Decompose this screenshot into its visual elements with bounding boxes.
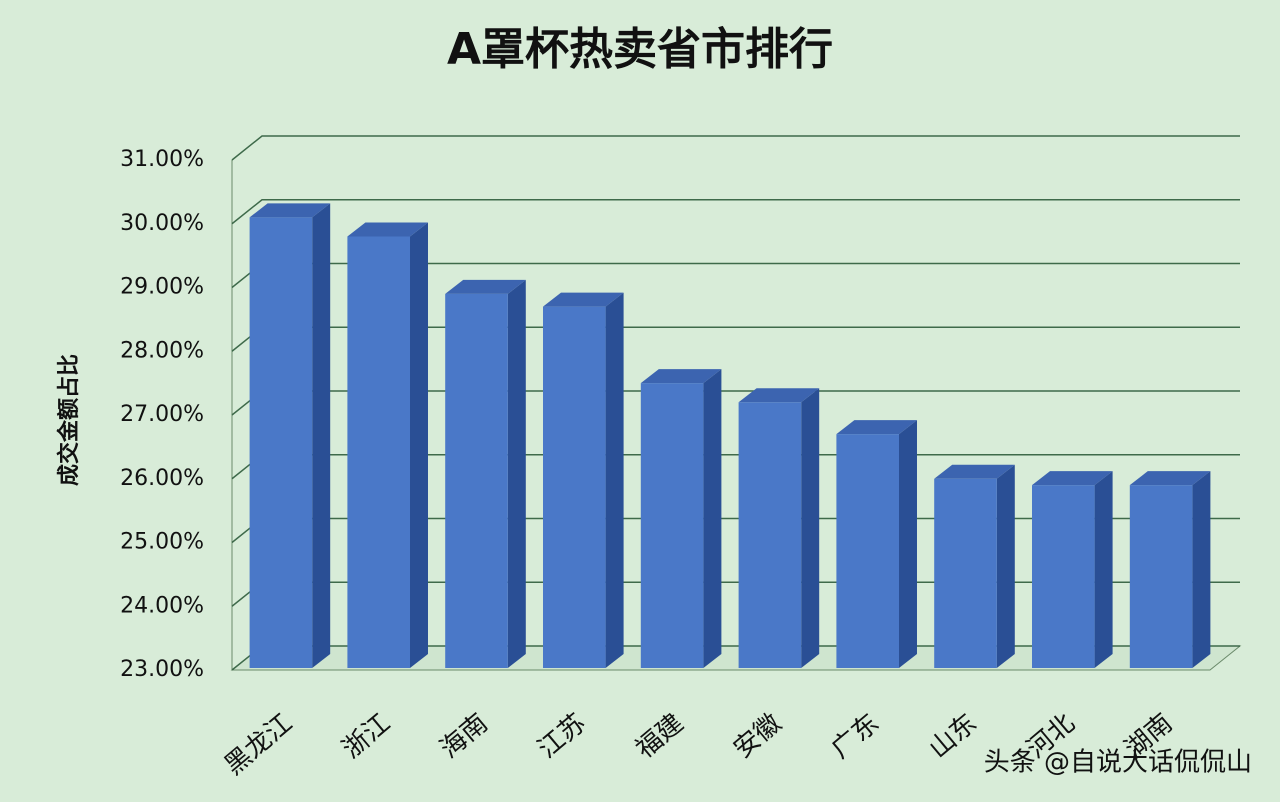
bar-side [996,464,1015,668]
bar-top [836,420,917,435]
y-tick-label: 23.00% [120,657,204,682]
chart-title: A罩杯热卖省市排行 [447,24,833,75]
y-tick-label: 27.00% [120,402,204,427]
bar-side [312,203,331,668]
bar-top [934,464,1015,479]
bar-top [1129,471,1211,486]
bar-top [543,292,624,307]
bar [934,478,997,668]
y-tick-label: 29.00% [120,275,204,300]
bar [640,383,704,668]
bar [543,306,606,668]
bar [347,236,410,668]
bar [249,217,313,668]
watermark: 头条 @自说大话侃侃山 [984,748,1252,778]
bar [836,434,899,668]
grid-line [231,135,1240,161]
bar-side [703,369,722,668]
bar-top [249,203,331,218]
bar-top [1032,471,1113,486]
y-tick-label: 31.00% [120,147,204,172]
bar-side [605,292,624,668]
bar-top [347,222,428,237]
bar-side [1094,471,1113,668]
bar-side [1192,471,1211,668]
bar [1032,485,1095,668]
bar-top [445,279,526,294]
bar-top [738,388,820,403]
y-tick-label: 30.00% [120,211,204,236]
bar-side [801,388,820,668]
bar-side [409,222,428,668]
y-tick-label: 24.00% [120,593,204,618]
bar [1129,485,1193,668]
bar [445,293,508,668]
y-axis-label: 成交金额占比 [56,354,82,486]
y-tick-label: 26.00% [120,466,204,491]
y-tick-label: 28.00% [120,338,204,363]
y-tick-label: 25.00% [120,530,204,555]
grid-line [231,199,1240,225]
bar-side [507,279,526,668]
bar [738,402,802,668]
bar-top [640,369,722,384]
bar-side [898,420,917,668]
